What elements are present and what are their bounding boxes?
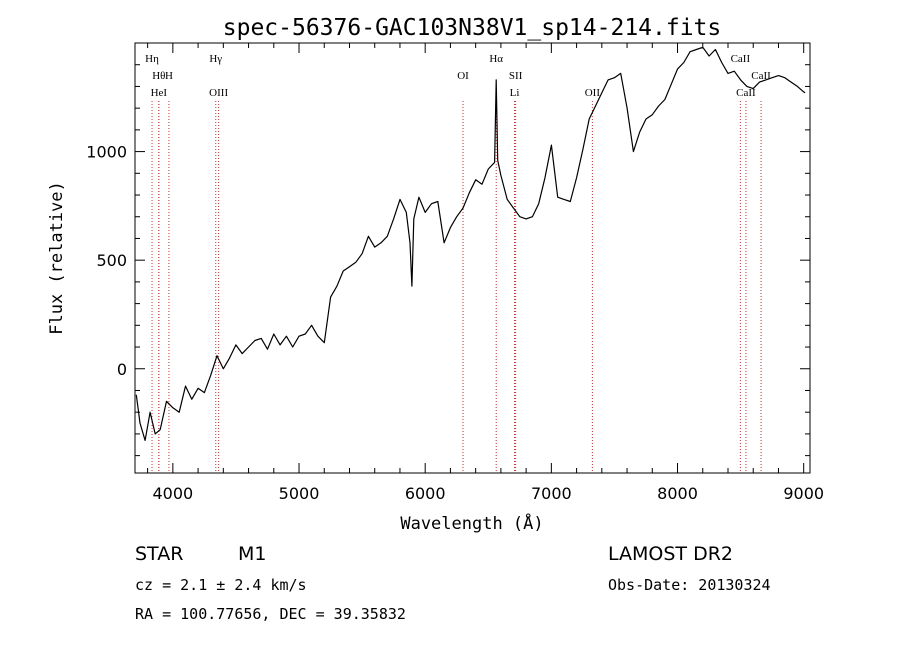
x-tick-label: 7000 xyxy=(531,484,572,503)
x-tick-labels: 4000 5000 6000 7000 8000 9000 xyxy=(152,484,824,503)
plot-frame xyxy=(134,42,811,474)
x-tick-label: 6000 xyxy=(405,484,446,503)
object-subclass: M1 xyxy=(238,543,266,565)
spectral-line-label: OIII xyxy=(209,87,228,99)
chart-title: spec-56376-GAC103N38V1_sp14-214.fits xyxy=(223,15,722,41)
y-axis-label: Flux (relative) xyxy=(47,181,67,335)
y-tick-labels: 0 500 1000 xyxy=(86,143,127,379)
ra-dec: RA = 100.77656, DEC = 39.35832 xyxy=(135,605,406,623)
observation-date: Obs-Date: 20130324 xyxy=(608,576,771,594)
axis-ticks xyxy=(135,43,810,473)
x-tick-label: 8000 xyxy=(657,484,698,503)
spectral-line-markers xyxy=(151,101,762,473)
spectral-line-label: Hγ xyxy=(209,53,222,65)
spectral-line-label: H xyxy=(165,70,173,82)
spectral-line-label: Hθ xyxy=(152,70,165,82)
x-axis-label: Wavelength (Å) xyxy=(400,512,543,534)
spectral-line-label: Li xyxy=(510,87,520,99)
spectral-line-label: CaII xyxy=(751,70,771,82)
spectral-line-label: OI xyxy=(457,70,469,82)
spectral-line-label: Hη xyxy=(145,53,159,65)
x-tick-label: 5000 xyxy=(279,484,320,503)
survey-name: LAMOST DR2 xyxy=(608,543,733,565)
x-tick-label: 4000 xyxy=(152,484,193,503)
spectrum-line xyxy=(135,46,806,441)
plot-border xyxy=(134,42,811,474)
y-tick-label: 1000 xyxy=(86,143,127,162)
y-tick-label: 500 xyxy=(96,251,127,270)
spectral-line-label: CaII xyxy=(736,87,756,99)
spectral-line-label: CaII xyxy=(731,53,751,65)
redshift-cz: cz = 2.1 ± 2.4 km/s xyxy=(135,576,307,594)
spectral-line-label: SII xyxy=(509,70,523,82)
object-class: STAR xyxy=(135,543,183,565)
spectral-line-label: OII xyxy=(585,87,601,99)
series-group xyxy=(135,46,806,441)
spectral-line-label: HeI xyxy=(151,87,168,99)
y-tick-label: 0 xyxy=(117,360,127,379)
spectral-line-label: Hα xyxy=(489,53,503,65)
x-tick-label: 9000 xyxy=(783,484,824,503)
